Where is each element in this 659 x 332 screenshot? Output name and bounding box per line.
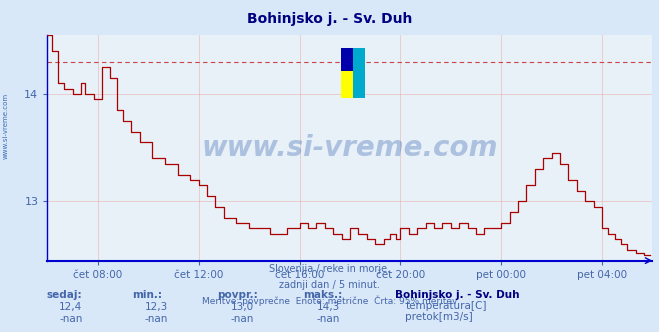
Text: zadnji dan / 5 minut.: zadnji dan / 5 minut. — [279, 280, 380, 290]
Text: -nan: -nan — [59, 314, 82, 324]
Text: Bohinjsko j. - Sv. Duh: Bohinjsko j. - Sv. Duh — [395, 290, 520, 300]
Text: temperatura[C]: temperatura[C] — [405, 301, 487, 311]
Text: min.:: min.: — [132, 290, 162, 300]
Text: -nan: -nan — [231, 314, 254, 324]
Text: Meritve: povprečne  Enote: metrične  Črta: 95% meritev: Meritve: povprečne Enote: metrične Črta:… — [202, 296, 457, 306]
Text: 12,3: 12,3 — [145, 302, 168, 312]
Text: www.si-vreme.com: www.si-vreme.com — [202, 134, 498, 162]
Text: Bohinjsko j. - Sv. Duh: Bohinjsko j. - Sv. Duh — [247, 12, 412, 26]
Bar — [341, 48, 353, 71]
Bar — [353, 48, 365, 98]
Text: 13,0: 13,0 — [231, 302, 254, 312]
Text: povpr.:: povpr.: — [217, 290, 258, 300]
Text: -nan: -nan — [145, 314, 168, 324]
Text: www.si-vreme.com: www.si-vreme.com — [2, 93, 9, 159]
Text: pretok[m3/s]: pretok[m3/s] — [405, 312, 473, 322]
Bar — [341, 71, 353, 98]
Text: Slovenija / reke in morje.: Slovenija / reke in morje. — [269, 264, 390, 274]
Text: sedaj:: sedaj: — [46, 290, 82, 300]
Text: 12,4: 12,4 — [59, 302, 82, 312]
Text: 14,3: 14,3 — [316, 302, 339, 312]
Text: -nan: -nan — [316, 314, 339, 324]
Text: maks.:: maks.: — [303, 290, 343, 300]
